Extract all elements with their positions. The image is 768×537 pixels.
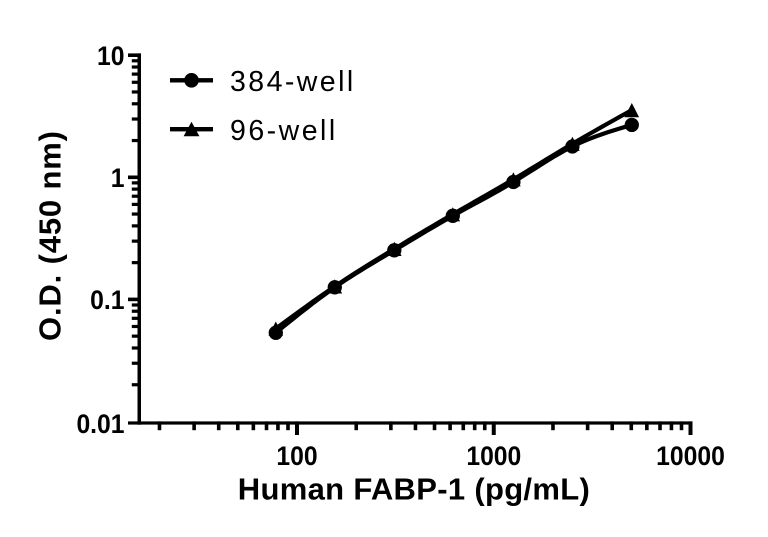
- svg-text:1000: 1000: [466, 442, 521, 471]
- svg-text:O.D. (450 nm): O.D. (450 nm): [33, 131, 68, 341]
- svg-text:0.01: 0.01: [76, 410, 124, 439]
- svg-text:10: 10: [97, 42, 124, 71]
- svg-text:Human FABP-1 (pg/mL): Human FABP-1 (pg/mL): [238, 472, 590, 507]
- svg-text:96-well: 96-well: [230, 115, 336, 147]
- svg-text:0.1: 0.1: [90, 286, 124, 315]
- svg-text:10000: 10000: [656, 442, 725, 471]
- svg-text:100: 100: [276, 442, 317, 471]
- svg-text:384-well: 384-well: [230, 66, 354, 98]
- svg-text:1: 1: [111, 164, 125, 193]
